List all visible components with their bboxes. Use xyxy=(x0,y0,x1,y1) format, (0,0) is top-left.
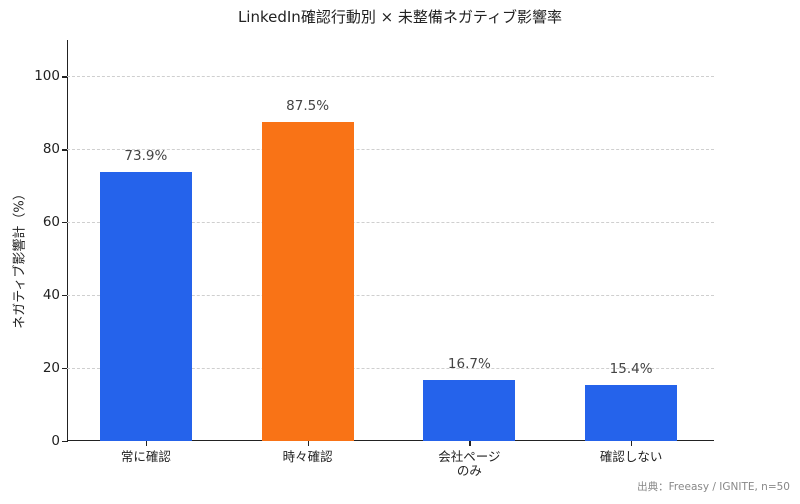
y-tick-label: 20 xyxy=(42,360,60,377)
plot-area: 0 20 40 60 80 100 73.9% 常に確認 87.5% 時々確認 16.7% 会社ページ… xyxy=(34,40,714,478)
y-tick-label: 40 xyxy=(42,287,60,304)
x-tick-label: 会社ページ のみ xyxy=(438,449,501,478)
bar-value-label: 15.4% xyxy=(609,360,653,377)
x-tick xyxy=(307,441,309,446)
y-tick xyxy=(62,222,67,224)
x-tick-label: 時々確認 xyxy=(282,449,333,464)
bar-value-label: 87.5% xyxy=(286,98,330,115)
gridline xyxy=(67,368,714,370)
y-axis-spine xyxy=(67,40,69,442)
x-tick xyxy=(631,441,633,446)
bar-value-label: 16.7% xyxy=(447,356,491,373)
x-tick-label: 常に確認 xyxy=(120,449,171,464)
x-tick-label: 確認しない xyxy=(599,449,663,464)
bar xyxy=(261,122,354,441)
y-tick xyxy=(62,149,67,151)
chart-title: LinkedIn確認行動別 × 未整備ネガティブ影響率 xyxy=(237,8,563,26)
gridline xyxy=(67,149,714,151)
x-axis-spine xyxy=(67,440,714,442)
gridline xyxy=(67,76,714,78)
x-tick xyxy=(145,441,148,446)
bar-value-label: 73.9% xyxy=(124,147,168,164)
y-axis-label: ネガティブ影響計（%） xyxy=(12,187,28,329)
bar xyxy=(99,171,192,441)
y-tick xyxy=(62,295,67,297)
y-tick-label: 80 xyxy=(42,141,60,158)
bar xyxy=(585,384,678,441)
x-tick xyxy=(469,441,471,446)
y-tick-label: 0 xyxy=(51,433,60,449)
y-tick-label: 100 xyxy=(34,68,60,85)
y-tick xyxy=(62,441,67,443)
gridline xyxy=(67,295,714,297)
bar xyxy=(423,380,516,441)
y-tick xyxy=(62,368,67,370)
gridline xyxy=(67,222,714,224)
source-note: 出典：Freeasy / IGNITE, n=50 xyxy=(637,481,790,493)
y-tick xyxy=(62,76,67,78)
y-tick-label: 60 xyxy=(42,214,60,231)
